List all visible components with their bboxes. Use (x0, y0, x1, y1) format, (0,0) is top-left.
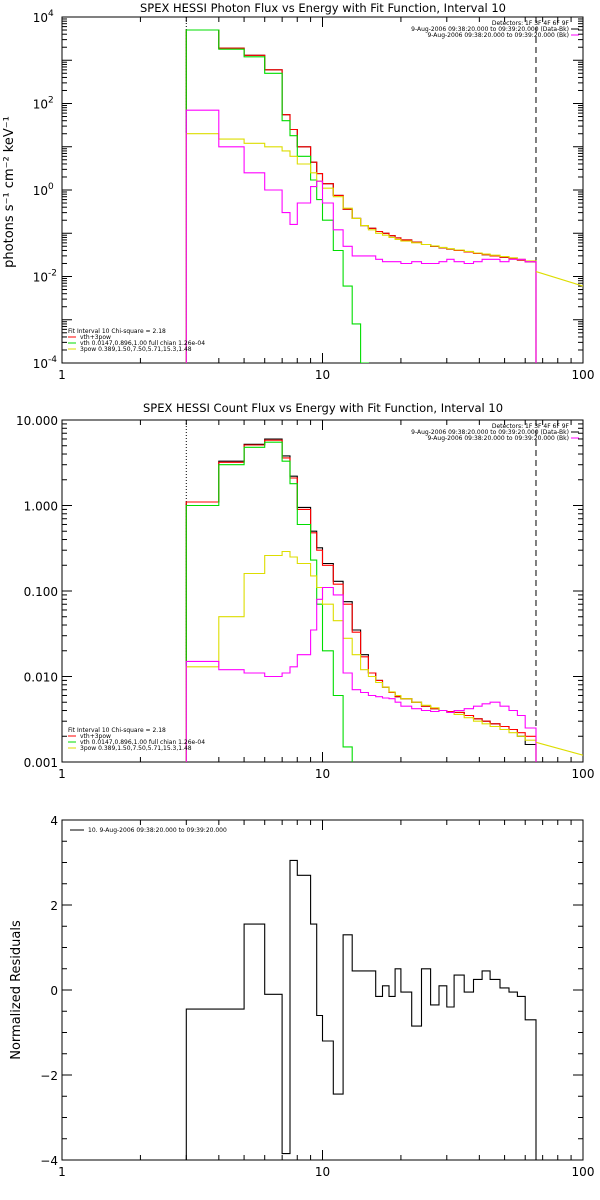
x-tick-label: 10 (315, 767, 330, 781)
legend-top-entry: 9-Aug-2006 09:38:20.000 to 09:39:20.000 … (411, 429, 569, 436)
y-tick-label: 10 (33, 98, 48, 112)
y-tick-exponent: 2 (48, 96, 54, 106)
x-tick-label: 10 (315, 1165, 330, 1179)
y-tick-label: 0.001 (24, 756, 58, 770)
series-tail (535, 271, 583, 287)
y-tick-exponent: 4 (48, 9, 54, 19)
y-tick-exponent: 0 (48, 182, 54, 192)
series-line-2 (185, 441, 537, 762)
y-tick-exponent: -2 (48, 269, 57, 279)
series-line-1 (185, 29, 537, 363)
x-tick-label: 1 (58, 368, 66, 382)
y-tick-label: −2 (40, 1069, 58, 1083)
x-tick-label: 1 (58, 1165, 66, 1179)
x-tick-label: 100 (572, 767, 595, 781)
legend-bottom-entry: Fit Interval 10 Chi-square = 2.18 (68, 727, 166, 734)
series-line-0 (185, 859, 537, 1160)
photon-flux-title: SPEX HESSI Photon Flux vs Energy with Fi… (140, 1, 506, 15)
legend-top-entry: Detectors: 1F 3F 4F 6F 9F (492, 20, 570, 27)
series-line-4 (185, 109, 537, 363)
plot-frame (61, 819, 584, 1161)
y-tick-label: 10 (33, 357, 48, 371)
series-group (185, 438, 583, 762)
legend-top-entry: 9-Aug-2006 09:38:20.000 to 09:39:20.000 … (427, 32, 569, 39)
x-tick-label: 100 (572, 1165, 595, 1179)
y-tick-label: 1.000 (24, 500, 58, 514)
legend-bottom-entry: 3pow 0.389,1.50,7.50,5.71,15.3,1.48 (80, 346, 192, 353)
series-line-1 (185, 439, 537, 762)
series-line-3 (185, 133, 537, 363)
series-line-3 (185, 550, 537, 762)
series-group (185, 859, 537, 1160)
y-tick-exponent: -4 (48, 355, 57, 365)
y-tick-label: 4 (50, 814, 58, 828)
x-tick-label: 10 (315, 368, 330, 382)
residuals-panel: Normalized Residuals 1 10 100 4 2 0 −2 −4 10. 9-… (9, 814, 594, 1179)
y-tick-label: 0.010 (24, 671, 58, 685)
x-tick-label: 100 (572, 368, 595, 382)
series-tail (535, 741, 583, 756)
series-line-0 (185, 438, 537, 762)
x-tick-label: 1 (58, 767, 66, 781)
residuals-ylabel: Normalized Residuals (9, 920, 24, 1060)
photon-flux-ylabel: photons s⁻¹ cm⁻² keV⁻¹ (2, 116, 17, 268)
legend-bottom-entry: vth+3pow (80, 334, 111, 341)
legend-bottom-entry: vth 0.0147,0.896,1.00 full chian 1.26e-0… (80, 739, 205, 746)
legend-top-entry: Detectors: 1F 3F 4F 6F 9F (492, 423, 570, 430)
series-line-0 (185, 29, 537, 363)
legend-top-entry: 9-Aug-2006 09:38:20.000 to 09:39:20.000 … (427, 435, 569, 442)
y-tick-label: −4 (40, 1154, 58, 1168)
legend-bottom-entry: vth+3pow (80, 733, 111, 740)
legend-bottom-entry: Fit Interval 10 Chi-square = 2.18 (68, 328, 166, 335)
y-tick-label: 10 (33, 11, 48, 25)
y-tick-label: 10 (33, 184, 48, 198)
legend-bottom-entry: 3pow 0.389,1.50,7.50,5.71,15.3,1.48 (80, 745, 192, 752)
legend-top-entry: 9-Aug-2006 09:38:20.000 to 09:39:20.000 … (411, 26, 569, 33)
y-tick-label: 10 (33, 271, 48, 285)
count-flux-panel: SPEX HESSI Count Flux vs Energy with Fit… (16, 401, 594, 781)
legend-entry: 10. 9-Aug-2006 09:38:20.000 to 09:39:20.… (88, 827, 227, 834)
series-line-4 (185, 586, 537, 762)
series-line-2 (185, 29, 537, 363)
y-tick-label: 2 (50, 899, 58, 913)
photon-flux-panel: SPEX HESSI Photon Flux vs Energy with Fi… (2, 1, 594, 382)
count-flux-title: SPEX HESSI Count Flux vs Energy with Fit… (143, 401, 503, 415)
y-tick-label: 0.100 (24, 585, 58, 599)
y-tick-label: 0 (50, 984, 58, 998)
y-tick-label: 10.000 (16, 414, 58, 428)
legend-bottom-entry: vth 0.0147,0.896,1.00 full chian 1.26e-0… (80, 340, 205, 347)
series-group (185, 29, 583, 363)
